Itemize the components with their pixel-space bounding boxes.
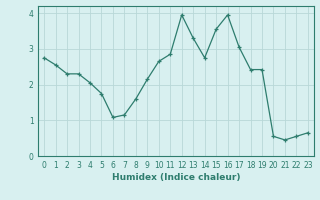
- X-axis label: Humidex (Indice chaleur): Humidex (Indice chaleur): [112, 173, 240, 182]
